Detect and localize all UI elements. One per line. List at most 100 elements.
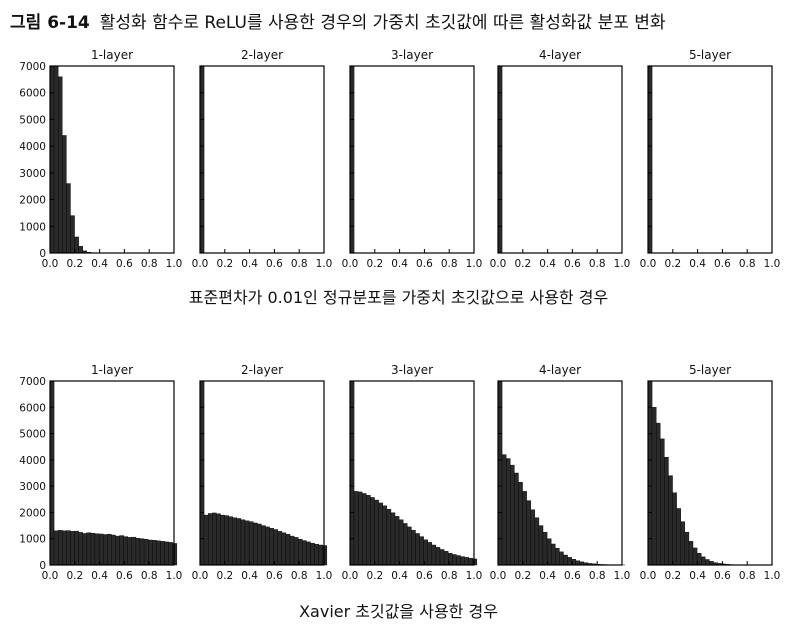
histogram-bar [460, 556, 465, 566]
x-tick-label: 0.2 [514, 258, 531, 270]
histogram-bar [514, 472, 519, 566]
x-tick-label: 0.0 [42, 570, 59, 582]
x-tick-label: 0.0 [490, 258, 507, 270]
histogram-bar [647, 380, 653, 566]
histogram-bar [452, 554, 457, 566]
plot-frame [497, 65, 623, 254]
histogram-bar [277, 531, 283, 566]
histogram-bar [156, 540, 161, 566]
x-tick-label: 0.4 [689, 570, 706, 582]
histogram-bar [497, 380, 503, 566]
panel-title: 2-layer [241, 363, 283, 377]
histogram-bar [518, 482, 523, 566]
x-tick-label: 0.6 [266, 570, 283, 582]
histogram-bar [386, 509, 392, 566]
histogram-bar [497, 65, 503, 254]
histogram-bar [94, 533, 100, 566]
x-tick-label: 0.2 [66, 570, 83, 582]
x-tick-label: 1.0 [466, 570, 483, 582]
x-tick-label: 0.0 [342, 258, 359, 270]
x-tick-label: 0.6 [116, 570, 133, 582]
plot-frame [647, 65, 773, 254]
histogram-bar [353, 491, 359, 566]
histogram-bar [212, 512, 217, 566]
histogram-bar [86, 532, 92, 566]
y-tick-label: 5000 [19, 429, 46, 441]
caption-xavier: Xavier 초깃값을 사용한 경우 [299, 602, 498, 621]
histogram-bar [684, 531, 690, 566]
histogram-bar [522, 491, 527, 566]
histogram-bar [224, 515, 229, 566]
histogram-bar [98, 533, 104, 566]
histogram-bar [127, 537, 133, 566]
histogram-bar [131, 536, 137, 566]
histogram-panel-5: 5-layer 0.0 0.2 0.4 0.6 0.8 1.0 [640, 48, 781, 270]
x-tick-label: 0.8 [291, 258, 308, 270]
histogram-bar [688, 541, 694, 566]
histogram-panel-6: 1-layer 0.0 0.2 0.4 0.6 0.8 1.0 0 1000 2000 3000 40… [19, 363, 182, 582]
x-tick-label: 0.4 [539, 570, 556, 582]
x-tick-label: 0.8 [589, 258, 606, 270]
histogram-bar [390, 512, 396, 566]
histogram-bar [82, 533, 88, 566]
x-tick-label: 0.2 [216, 258, 233, 270]
histogram-bar [668, 475, 673, 566]
x-tick-label: 0.6 [714, 570, 731, 582]
histogram-bar [203, 514, 209, 566]
x-tick-label: 0.6 [714, 258, 731, 270]
x-tick-label: 0.6 [116, 258, 133, 270]
histogram-bar [542, 531, 548, 566]
histogram-bar [244, 520, 250, 566]
x-tick-label: 0.8 [141, 258, 158, 270]
histogram-bar [285, 534, 291, 566]
x-tick-label: 0.6 [564, 570, 581, 582]
histogram-bar [555, 547, 560, 566]
x-tick-label: 0.4 [391, 258, 408, 270]
histogram-bar [269, 528, 274, 566]
histogram-bar [314, 544, 319, 566]
histogram-bar [664, 457, 669, 566]
histogram-bar [692, 547, 698, 566]
x-tick-label: 0.4 [539, 258, 556, 270]
histogram-panel-7: 2-layer 0.0 0.2 0.4 0.6 0.8 1.0 [192, 363, 333, 582]
histogram-bar [439, 549, 445, 566]
histogram-bar [62, 135, 67, 254]
x-tick-label: 0.2 [366, 570, 383, 582]
histogram-bar [456, 555, 461, 566]
histogram-bar [57, 76, 63, 254]
x-tick-label: 1.0 [764, 258, 781, 270]
histogram-bar [680, 521, 686, 566]
x-tick-label: 0.0 [192, 570, 209, 582]
histogram-bar [172, 543, 178, 566]
panel-title: 5-layer [689, 48, 731, 62]
x-tick-label: 1.0 [614, 570, 631, 582]
histogram-bar [248, 521, 254, 566]
panel-title: 3-layer [391, 48, 433, 62]
histogram-bar [526, 500, 531, 566]
histogram-bar [216, 513, 221, 566]
histogram-bar [257, 523, 262, 566]
histogram-bar [53, 530, 59, 566]
panel-title: 4-layer [539, 48, 581, 62]
histogram-bar [435, 547, 441, 566]
histogram-panel-1: 1-layer 0.0 0.2 0.4 0.6 0.8 1.0 0 1000 2000 3000 40… [19, 48, 182, 270]
histogram-bar [505, 458, 511, 566]
histogram-bar [701, 556, 706, 566]
x-tick-label: 0.2 [664, 258, 681, 270]
x-tick-label: 0.2 [66, 258, 83, 270]
histogram-bar [464, 557, 469, 566]
y-tick-label: 7000 [19, 61, 46, 73]
histogram-bar [394, 516, 400, 566]
histogram-bar [289, 535, 295, 566]
x-tick-label: 0.4 [91, 258, 108, 270]
histogram-bar [419, 536, 424, 566]
x-tick-label: 0.8 [441, 570, 458, 582]
x-tick-label: 0.0 [490, 570, 507, 582]
histogram-bar [472, 558, 478, 566]
caption-std-normal: 표준편차가 0.01인 정규분포를 가중치 초깃값으로 사용한 경우 [188, 288, 609, 307]
histogram-bar [281, 532, 287, 566]
histogram-bar [70, 531, 75, 566]
histogram-bar [49, 380, 55, 566]
histogram-bar [349, 65, 355, 254]
